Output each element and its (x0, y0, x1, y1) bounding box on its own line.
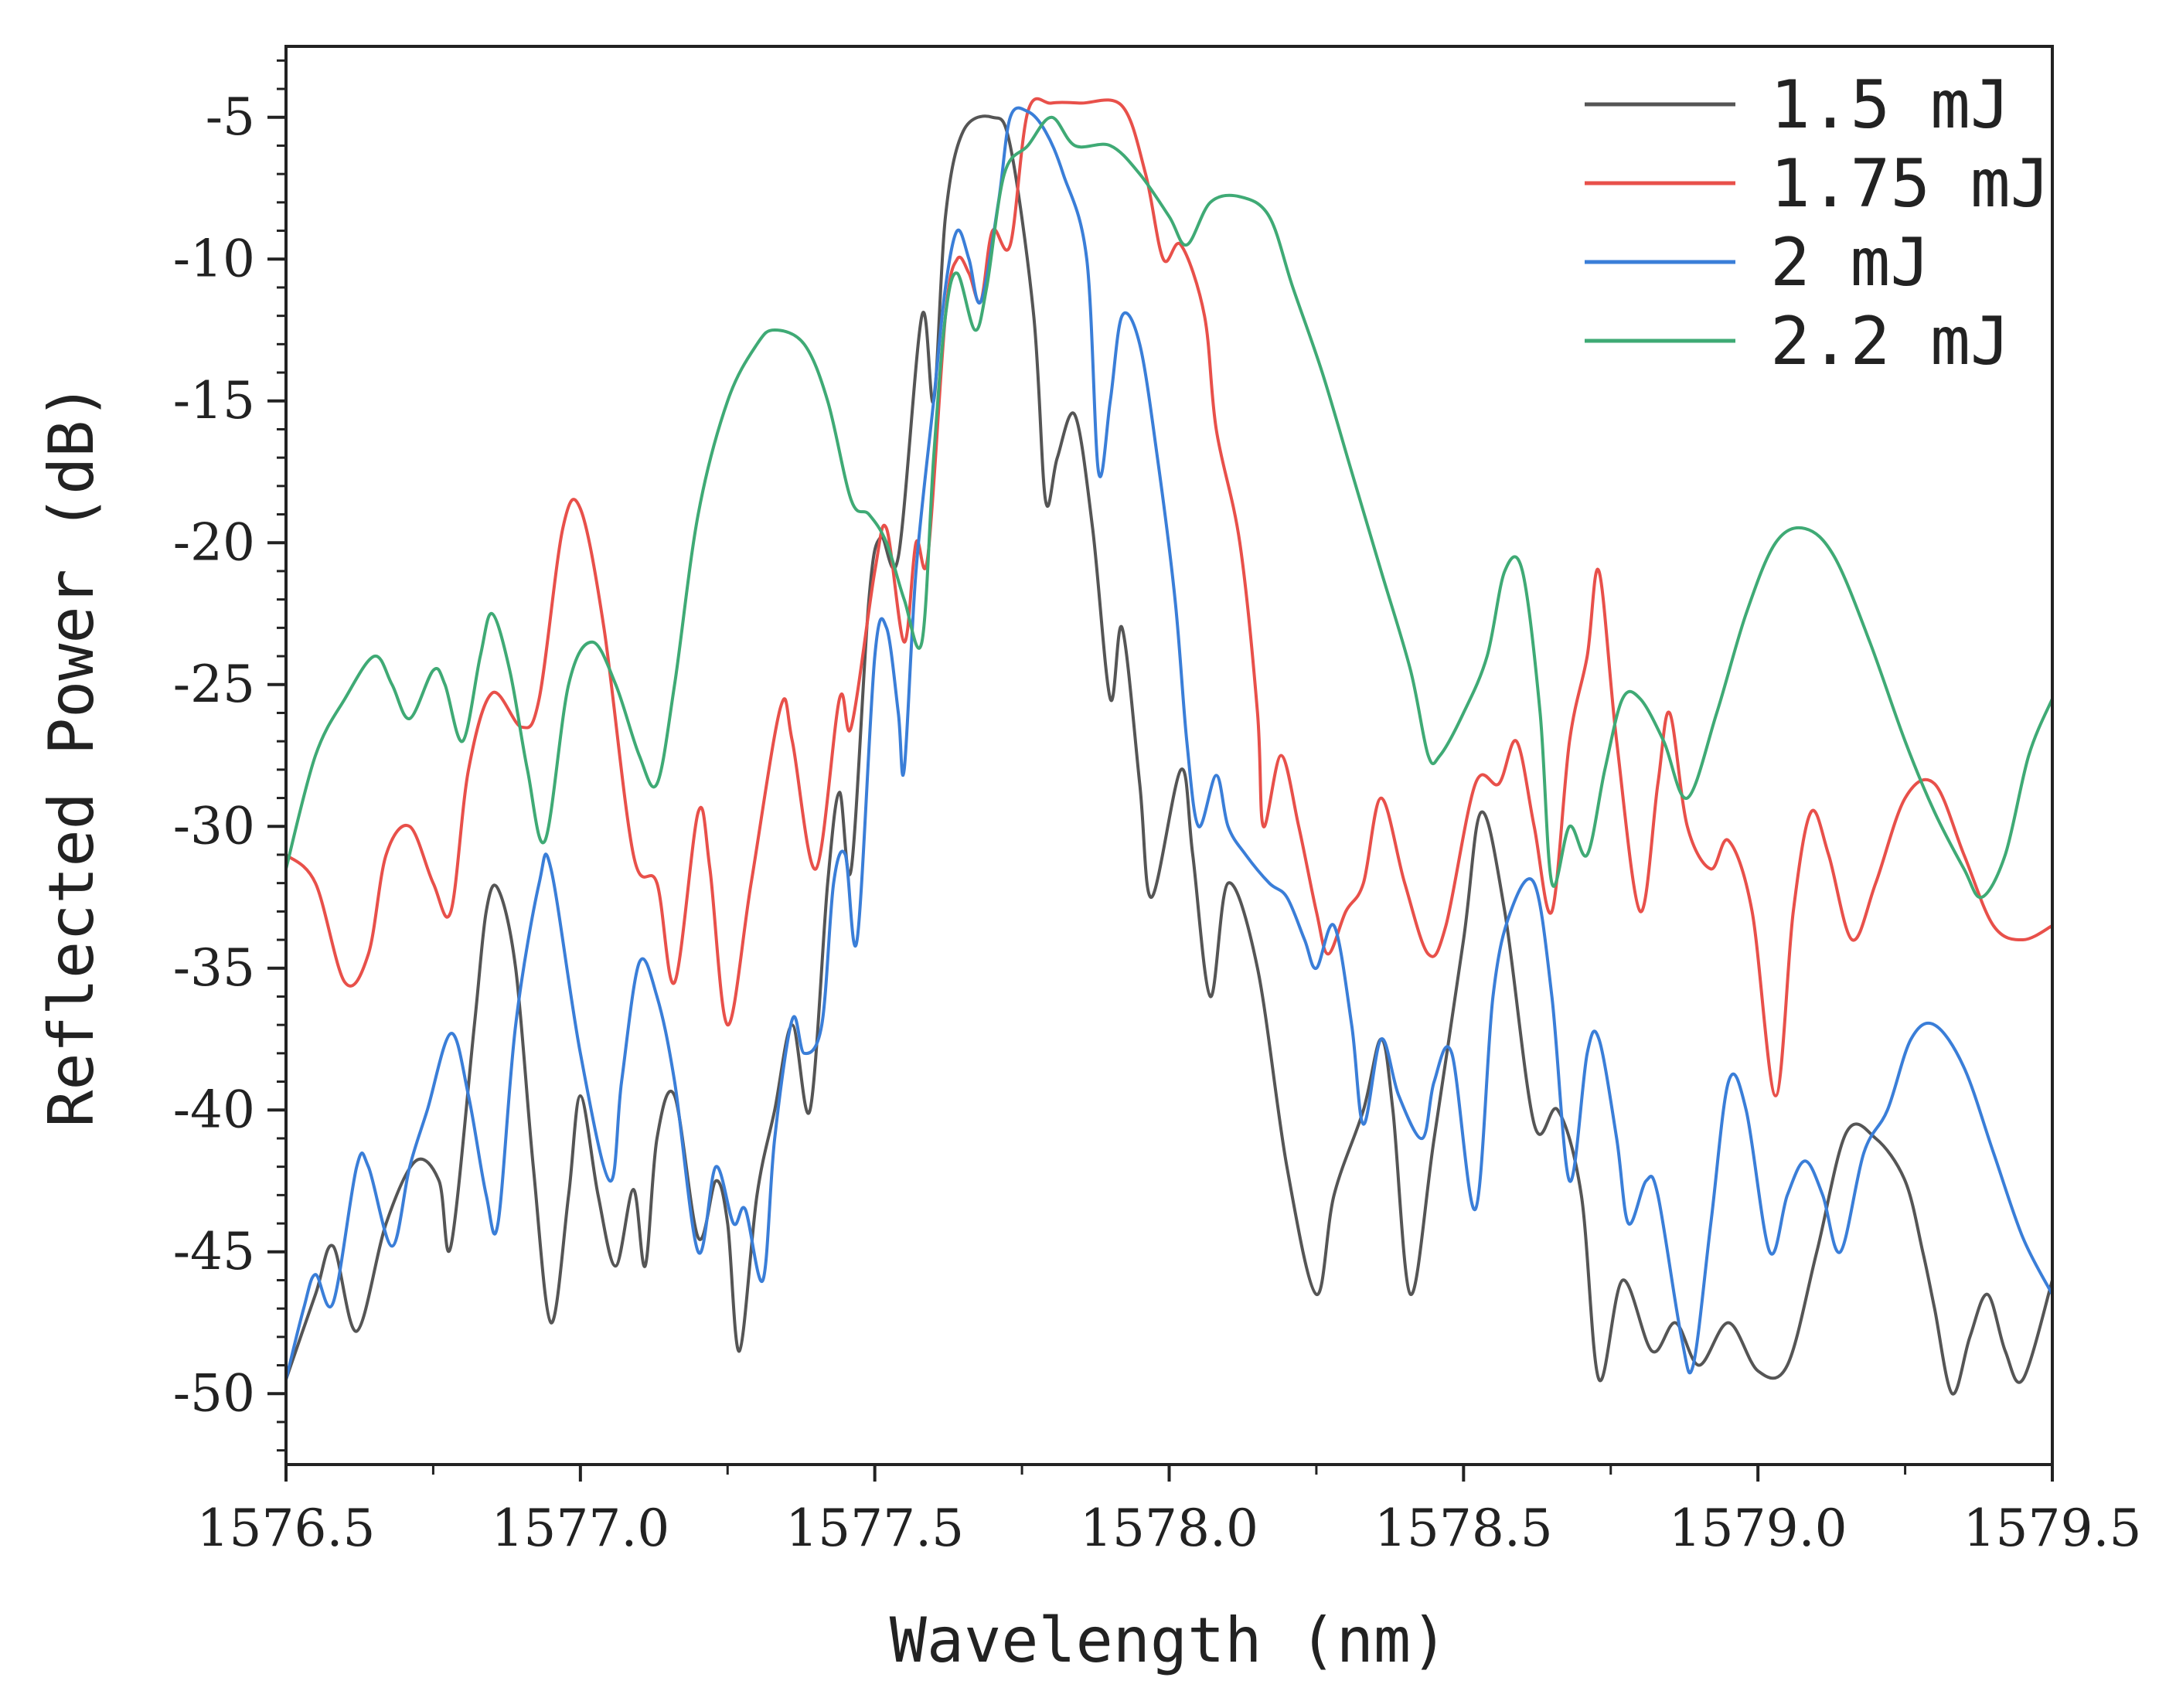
tick-labels-group: 1576.5 1577.0 1577.5 1578.0 1578.5 1579.0 1579… (173, 87, 2142, 1558)
y-tick-label: -20 (173, 512, 255, 572)
y-tick-label: -5 (206, 87, 255, 147)
series-line-2-mj (286, 106, 2052, 1381)
legend-label: 1.5 mJ (1770, 66, 2011, 144)
series-line-2-2-mj (286, 115, 2052, 900)
series-group (286, 97, 2052, 1396)
x-tick-label: 1576.5 (197, 1499, 376, 1558)
x-tick-label: 1579.0 (1669, 1499, 1847, 1558)
x-tick-label: 1578.0 (1080, 1499, 1258, 1558)
series-line-1-5-mj (286, 114, 2052, 1396)
x-tick-label: 1577.5 (785, 1499, 964, 1558)
series-line-1-75-mj (286, 97, 2052, 1097)
y-tick-label: -10 (173, 229, 255, 288)
y-tick-label: -30 (173, 796, 255, 856)
x-tick-label: 1577.0 (491, 1499, 669, 1558)
legend: 1.5 mJ1.75 mJ2 mJ2.2 mJ (1585, 66, 2050, 380)
x-tick-label: 1579.5 (1963, 1499, 2142, 1558)
y-axis-title: Reflected Power (dB) (36, 383, 107, 1127)
ticks-group (267, 59, 2054, 1482)
y-tick-label: -35 (173, 938, 255, 998)
y-tick-label: -45 (173, 1222, 255, 1281)
y-tick-label: -15 (173, 371, 255, 430)
y-tick-label: -25 (173, 655, 255, 714)
legend-label: 2 mJ (1770, 224, 1930, 301)
legend-label: 2.2 mJ (1770, 303, 2011, 380)
x-axis-title: Wavelength (nm) (890, 1604, 1448, 1676)
y-tick-label: -50 (173, 1363, 255, 1423)
x-tick-label: 1578.5 (1374, 1499, 1553, 1558)
legend-label: 1.75 mJ (1770, 145, 2050, 223)
y-tick-label: -40 (173, 1080, 255, 1139)
